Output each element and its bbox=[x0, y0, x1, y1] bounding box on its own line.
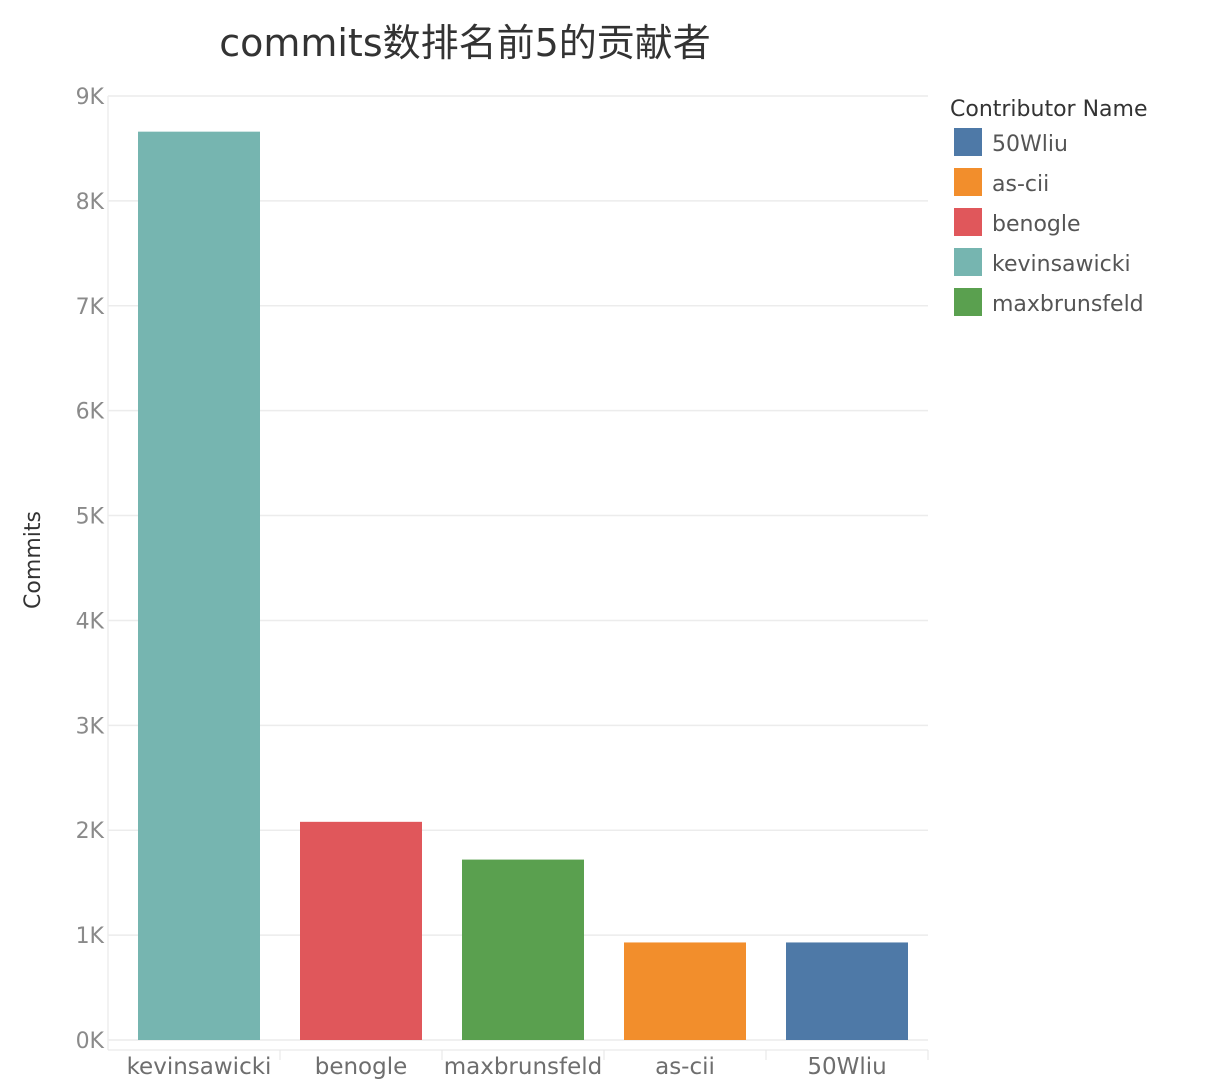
legend-title: Contributor Name bbox=[950, 97, 1147, 122]
y-tick-label: 1K bbox=[76, 924, 105, 949]
y-tick-label: 7K bbox=[76, 295, 105, 320]
bar-as-cii bbox=[624, 942, 746, 1040]
x-tick-label: maxbrunsfeld bbox=[444, 1054, 603, 1080]
y-tick-label: 6K bbox=[76, 400, 105, 425]
x-tick-label: benogle bbox=[315, 1054, 408, 1080]
y-tick-label: 4K bbox=[76, 609, 105, 634]
legend: Contributor Name 50Wliu as-cii benogle kevi… bbox=[950, 97, 1147, 317]
legend-swatch bbox=[954, 168, 982, 196]
x-axis-ticks: kevinsawicki benogle maxbrunsfeld as-cii 50W… bbox=[108, 1049, 929, 1080]
bar-kevinsawicki bbox=[138, 131, 260, 1040]
x-tick-label: kevinsawicki bbox=[127, 1054, 272, 1080]
y-tick-label: 0K bbox=[76, 1029, 105, 1054]
legend-label: kevinsawicki bbox=[992, 252, 1131, 277]
legend-label: 50Wliu bbox=[992, 132, 1068, 157]
legend-label: maxbrunsfeld bbox=[992, 292, 1144, 317]
chart-title: commits数排名前5的贡献者 bbox=[219, 21, 711, 65]
y-tick-label: 8K bbox=[76, 190, 105, 215]
x-tick-label: as-cii bbox=[655, 1054, 715, 1080]
x-tick-label: 50Wliu bbox=[807, 1054, 886, 1080]
legend-label: as-cii bbox=[992, 172, 1049, 197]
legend-swatch bbox=[954, 288, 982, 316]
legend-swatch bbox=[954, 248, 982, 276]
y-tick-label: 2K bbox=[76, 819, 105, 844]
bars bbox=[138, 131, 908, 1040]
bar-benogle bbox=[300, 821, 422, 1040]
bar-maxbrunsfeld bbox=[462, 859, 584, 1040]
y-axis-title: Commits bbox=[21, 511, 46, 609]
legend-label: benogle bbox=[992, 212, 1081, 237]
y-tick-label: 3K bbox=[76, 714, 105, 739]
legend-swatch bbox=[954, 208, 982, 236]
y-tick-label: 5K bbox=[76, 505, 105, 530]
y-tick-label: 9K bbox=[76, 85, 105, 110]
legend-swatch bbox=[954, 128, 982, 156]
y-axis-ticks: 0K 1K 2K 3K 4K 5K 6K 7K 8K 9K bbox=[76, 85, 105, 1054]
bar-50Wliu bbox=[786, 942, 908, 1040]
